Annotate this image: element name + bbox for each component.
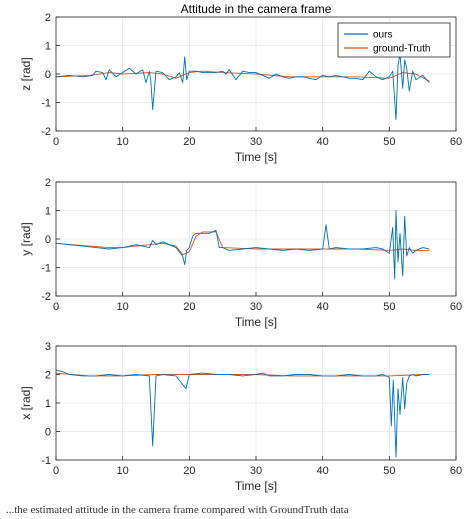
y-tick-label: 1 — [45, 206, 51, 218]
y-tick-label: -1 — [41, 455, 51, 467]
y-axis-label: z [rad] — [19, 57, 33, 90]
x-tick-label: 60 — [450, 136, 462, 148]
y-tick-label: 2 — [45, 12, 51, 24]
x-axis-label: Time [s] — [235, 315, 277, 329]
legend-box — [337, 22, 451, 58]
y-tick-label: 0 — [45, 427, 51, 439]
legend: ours ground-Truth — [337, 22, 451, 58]
chart-panel-1: 0 10 20 30 40 50 60 -2 -1 0 1 2 Time [s] z [rad] Attit… — [19, 2, 462, 164]
y-tick-label: 3 — [45, 341, 51, 353]
series-line-ours — [55, 210, 430, 280]
x-tick-label: 60 — [450, 465, 462, 477]
x-tick-label: 20 — [183, 301, 195, 313]
x-tick-label: 30 — [250, 465, 262, 477]
x-tick-label: 10 — [117, 301, 129, 313]
y-tick-label: 0 — [45, 69, 51, 81]
x-tick-label: 40 — [317, 301, 329, 313]
x-tick-label: 40 — [317, 465, 329, 477]
figure-caption: ...the estimated attitude in the camera … — [6, 504, 349, 516]
series-line-ours — [55, 369, 430, 458]
x-tick-label: 0 — [53, 136, 59, 148]
x-tick-label: 60 — [450, 301, 462, 313]
y-tick-label: -1 — [41, 263, 51, 275]
series-line-ours — [55, 53, 430, 121]
chart-panel-2: 0 10 20 30 40 50 60 -2 -1 0 1 2 Time [s] y [rad] — [19, 177, 462, 329]
series-line-ground-truth — [55, 231, 430, 256]
y-axis-label: x [rad] — [19, 386, 33, 419]
x-tick-label: 40 — [317, 136, 329, 148]
y-tick-label: 2 — [45, 177, 51, 189]
y-tick-label: -2 — [41, 291, 51, 303]
y-tick-label: -2 — [41, 126, 51, 138]
x-tick-label: 50 — [383, 136, 395, 148]
x-tick-label: 30 — [250, 136, 262, 148]
x-tick-label: 10 — [117, 465, 129, 477]
x-tick-label: 50 — [383, 465, 395, 477]
y-tick-label: 1 — [45, 41, 51, 53]
x-tick-label: 10 — [117, 136, 129, 148]
x-tick-label: 0 — [53, 465, 59, 477]
legend-label-ours: ours — [373, 30, 392, 41]
x-tick-label: 50 — [383, 301, 395, 313]
x-tick-label: 20 — [183, 465, 195, 477]
x-axis-label: Time [s] — [235, 150, 277, 164]
chart-title: Attitude in the camera frame — [181, 2, 332, 16]
y-tick-label: 0 — [45, 234, 51, 246]
y-tick-label: 1 — [45, 398, 51, 410]
x-tick-label: 0 — [53, 301, 59, 313]
y-axis-label: y [rad] — [19, 222, 33, 255]
legend-label-ground-truth: ground-Truth — [373, 44, 430, 55]
x-tick-label: 30 — [250, 301, 262, 313]
x-tick-label: 20 — [183, 136, 195, 148]
x-axis-label: Time [s] — [235, 479, 277, 493]
y-tick-label: 2 — [45, 370, 51, 382]
y-tick-label: -1 — [41, 98, 51, 110]
